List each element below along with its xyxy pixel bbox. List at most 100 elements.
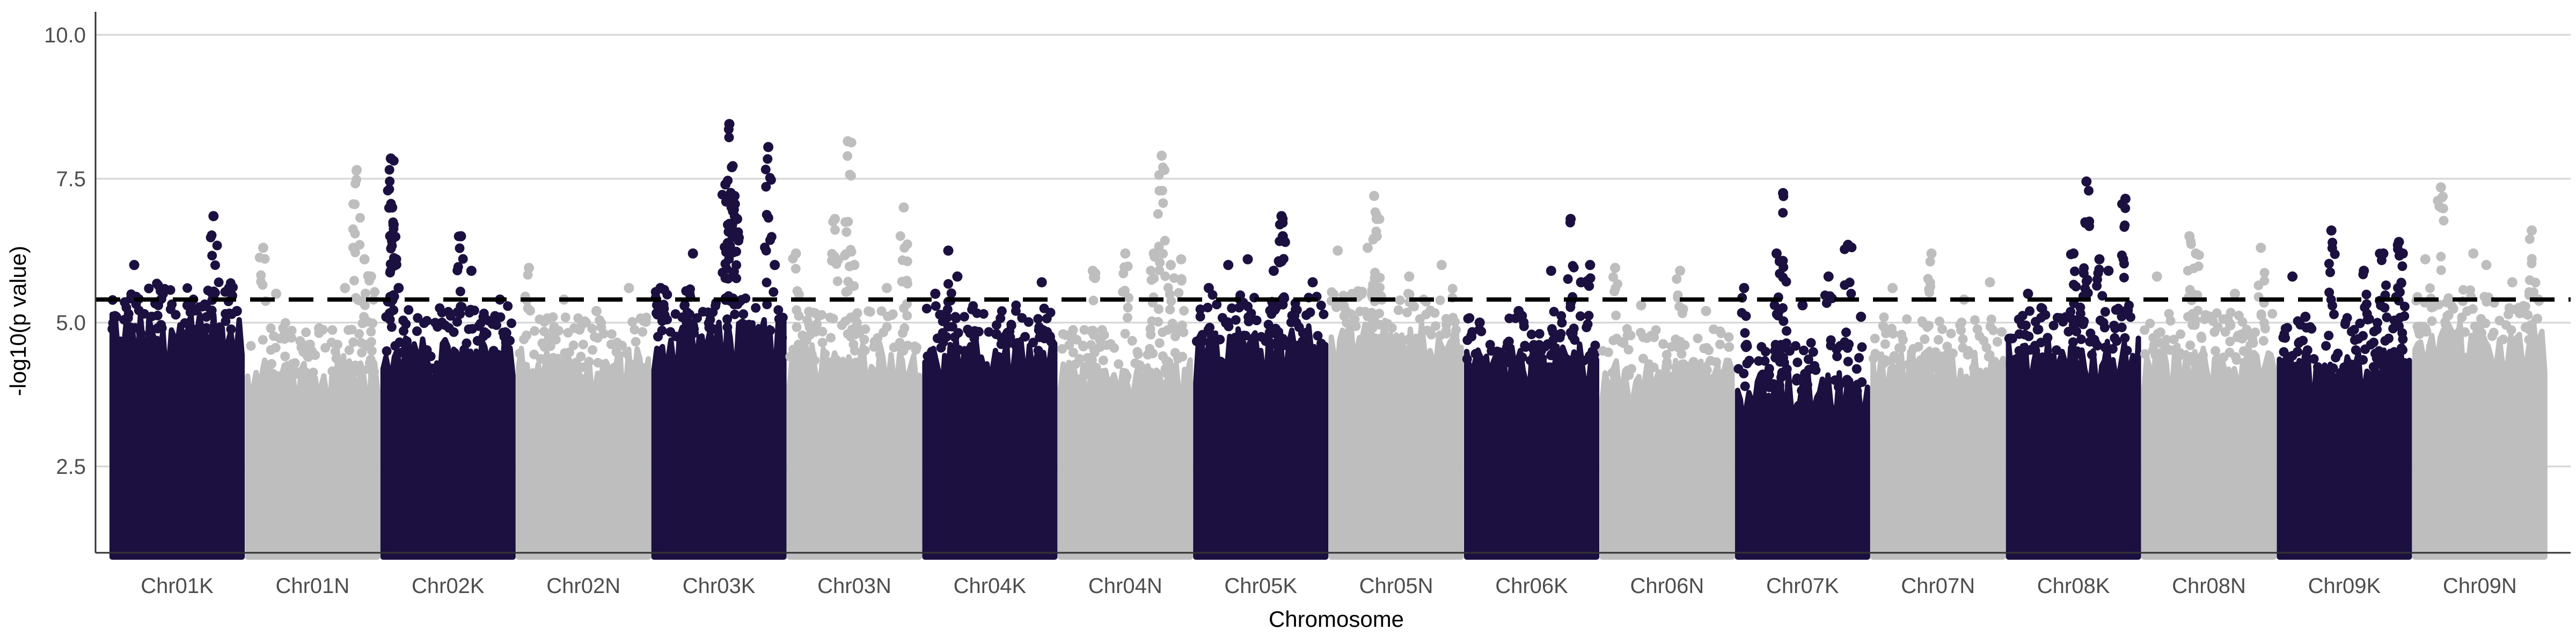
data-point xyxy=(1203,303,1213,313)
data-point xyxy=(1968,363,1979,374)
data-point xyxy=(1772,309,1782,319)
series-Chr06N xyxy=(1598,262,1735,560)
data-point xyxy=(846,137,857,148)
data-point xyxy=(330,346,340,356)
data-point xyxy=(2533,313,2543,324)
data-point xyxy=(1870,333,1880,343)
x-tick-label: Chr03N xyxy=(817,574,891,598)
data-point xyxy=(2229,288,2240,299)
data-point xyxy=(571,357,581,368)
bulk-points xyxy=(2412,318,2548,560)
data-point xyxy=(1287,310,1297,320)
data-point xyxy=(1979,335,1989,346)
data-point xyxy=(1435,295,1445,305)
y-tick-label: 7.5 xyxy=(56,167,86,191)
data-point xyxy=(1765,382,1774,392)
data-point xyxy=(210,260,220,270)
data-point xyxy=(738,309,749,319)
data-point xyxy=(617,340,627,350)
data-point xyxy=(832,276,843,286)
data-point xyxy=(389,291,399,302)
data-point xyxy=(2425,283,2435,293)
data-point xyxy=(1820,379,1831,389)
data-point xyxy=(2259,276,2270,286)
data-point xyxy=(967,350,977,360)
data-point xyxy=(2119,273,2129,283)
data-point xyxy=(1474,317,1485,328)
data-point xyxy=(595,315,605,325)
data-point xyxy=(2095,315,2105,325)
data-point xyxy=(529,349,539,360)
data-point xyxy=(1153,317,1163,327)
data-point xyxy=(1985,277,1995,288)
data-point xyxy=(1307,277,1318,288)
data-point xyxy=(2211,346,2221,356)
data-point xyxy=(1662,357,1672,367)
data-point xyxy=(1243,317,1254,326)
data-point xyxy=(1923,274,1933,284)
data-point xyxy=(1028,338,1038,348)
data-point xyxy=(258,335,268,345)
data-point xyxy=(384,165,394,175)
data-point xyxy=(766,175,776,185)
data-point xyxy=(2325,267,2335,277)
data-point xyxy=(1403,334,1414,345)
data-point xyxy=(1610,262,1621,273)
data-point xyxy=(1782,326,1791,336)
data-point xyxy=(363,317,373,327)
data-point xyxy=(2395,312,2405,323)
data-point xyxy=(401,319,411,329)
data-point xyxy=(1462,335,1473,345)
data-point xyxy=(355,240,365,250)
data-point xyxy=(126,322,135,332)
data-point xyxy=(2097,291,2107,301)
data-point xyxy=(2099,323,2110,333)
data-point xyxy=(1986,314,1996,324)
series-Chr04K xyxy=(921,245,1058,560)
data-point xyxy=(831,355,841,365)
data-point xyxy=(1836,378,1846,388)
data-point xyxy=(560,312,570,323)
data-point xyxy=(1098,355,1108,365)
data-point xyxy=(1888,328,1898,339)
data-point xyxy=(165,285,175,295)
data-point xyxy=(2328,363,2338,374)
data-point xyxy=(662,290,672,299)
data-point xyxy=(1799,346,1809,355)
data-point xyxy=(1797,385,1807,396)
data-point xyxy=(2399,302,2410,312)
data-point xyxy=(763,154,773,164)
data-point xyxy=(841,287,851,297)
data-point xyxy=(978,309,989,319)
data-point xyxy=(2025,306,2035,316)
data-point xyxy=(2032,325,2043,335)
bulk-points xyxy=(516,346,652,560)
data-point xyxy=(1259,333,1269,343)
data-point xyxy=(455,243,465,253)
data-point xyxy=(501,338,511,347)
data-point xyxy=(959,312,969,322)
data-points xyxy=(107,119,2548,560)
data-point xyxy=(953,328,963,338)
data-point xyxy=(1624,370,1634,380)
data-point xyxy=(2394,251,2404,261)
data-point xyxy=(876,306,887,316)
data-point xyxy=(588,345,597,355)
data-point xyxy=(350,229,360,239)
data-point xyxy=(2193,305,2203,316)
data-point xyxy=(2481,260,2492,270)
data-point xyxy=(1369,191,1379,201)
data-point xyxy=(1797,300,1808,311)
data-point xyxy=(1737,308,1747,318)
data-point xyxy=(1579,355,1589,365)
data-point xyxy=(943,245,954,256)
data-point xyxy=(501,328,511,338)
data-point xyxy=(1157,186,1167,196)
data-point xyxy=(2458,285,2468,295)
data-point xyxy=(846,312,856,323)
bulk-points xyxy=(2006,335,2141,560)
data-point xyxy=(2339,362,2349,372)
data-point xyxy=(386,322,397,332)
data-point xyxy=(1769,300,1780,310)
data-point xyxy=(2358,269,2368,280)
